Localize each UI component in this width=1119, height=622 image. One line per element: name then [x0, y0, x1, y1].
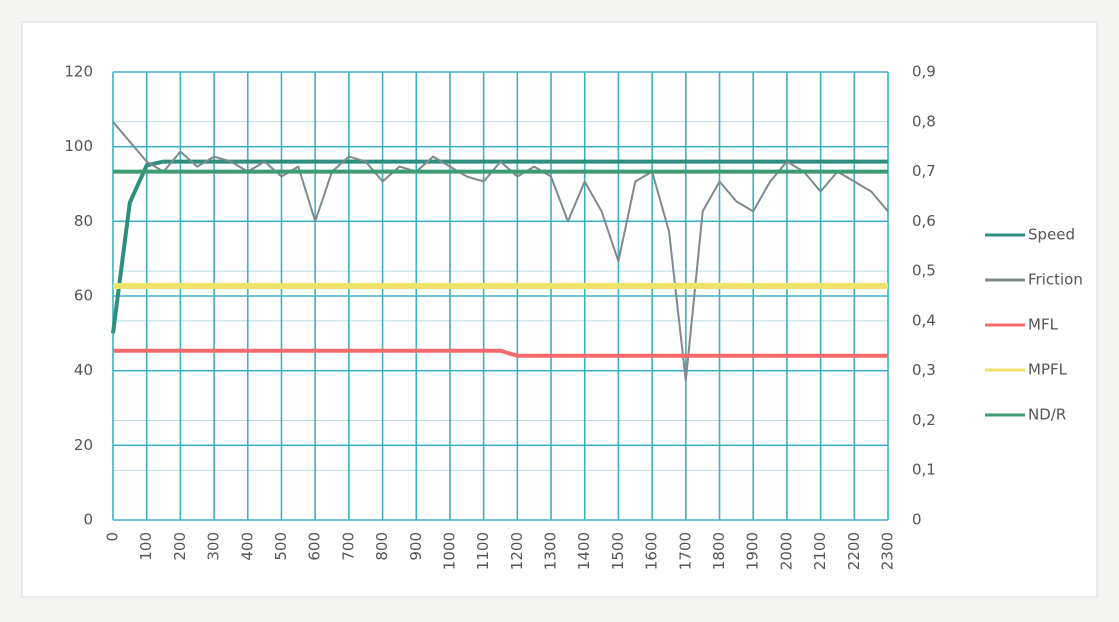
x-tick-label: 1300 [542, 532, 560, 570]
y2-tick-label: 0,1 [912, 461, 936, 479]
y-tick-label: 0 [83, 511, 93, 529]
series-line [113, 348, 888, 358]
x-tick-label: 1800 [710, 532, 728, 570]
x-tick-label: 900 [407, 532, 425, 561]
y2-tick-label: 0,7 [912, 162, 936, 180]
x-tick-label: 200 [171, 532, 189, 561]
x-tick-label: 2300 [879, 532, 897, 570]
legend-label: MFL [1028, 316, 1059, 334]
x-tick-label: 1000 [440, 532, 458, 570]
y2-tick-label: 0,6 [912, 212, 936, 230]
legend-label: Friction [1028, 271, 1083, 289]
y-tick-label: 80 [74, 212, 93, 230]
x-tick-label: 2000 [777, 532, 795, 570]
legend-label: Speed [1028, 226, 1075, 244]
y2-tick-label: 0,2 [912, 411, 936, 429]
y-tick-label: 40 [74, 361, 93, 379]
y-tick-label: 60 [74, 287, 93, 305]
y2-tick-label: 0,9 [912, 63, 936, 81]
series-line [112, 121, 889, 382]
y2-tick-label: 0,5 [912, 262, 936, 280]
legend: Speed Friction MFL MPFL ND/R [985, 226, 1083, 424]
plot [111, 121, 889, 382]
x-tick-label: 500 [272, 532, 290, 561]
x-tick-label: 1500 [609, 532, 627, 570]
legend-label: MPFL [1028, 361, 1068, 379]
y-tick-label: 20 [74, 436, 93, 454]
x-tick-label: 1700 [676, 532, 694, 570]
x-tick-label: 800 [373, 532, 391, 561]
y2-tick-label: 0 [912, 511, 922, 529]
y2-tick-label: 0,4 [912, 311, 936, 329]
y2-tick-label: 0,8 [912, 112, 936, 130]
x-tick-label: 1600 [643, 532, 661, 570]
y-tick-label: 120 [64, 63, 93, 81]
y2-tick-label: 0,3 [912, 361, 936, 379]
x-tick-label: 0 [104, 532, 122, 542]
grid [112, 71, 889, 521]
x-tick-label: 700 [339, 532, 357, 561]
x-tick-label: 300 [205, 532, 223, 561]
y-tick-label: 100 [64, 137, 93, 155]
axes: 0 0,1 0,2 0,3 0,4 0,5 0,6 0,7 0,8 0,9 0 20 40 60 80 100… [64, 63, 936, 571]
x-tick-label: 100 [137, 532, 155, 561]
x-tick-label: 1100 [474, 532, 492, 570]
x-tick-label: 1400 [575, 532, 593, 570]
x-tick-label: 600 [306, 532, 324, 561]
x-tick-label: 1200 [508, 532, 526, 570]
x-tick-label: 1900 [744, 532, 762, 570]
x-tick-label: 2200 [845, 532, 863, 570]
chart-frame [21, 21, 1098, 598]
legend-label: ND/R [1028, 406, 1066, 424]
x-tick-label: 400 [238, 532, 256, 561]
x-tick-label: 2100 [811, 532, 829, 570]
